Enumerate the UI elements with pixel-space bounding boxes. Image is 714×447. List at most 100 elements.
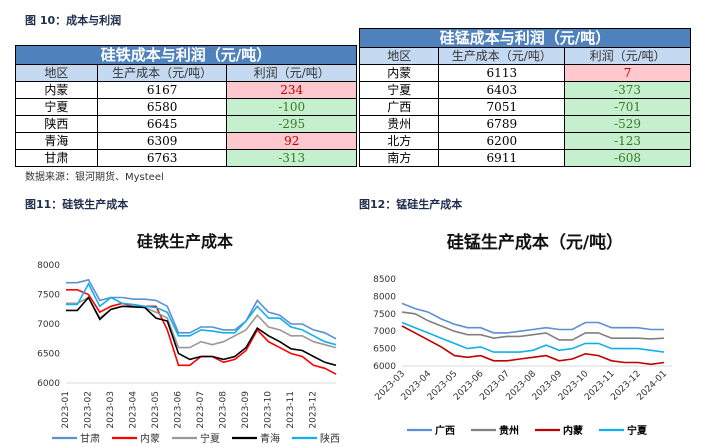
table-row: 宁夏 6580 -100 [15, 98, 357, 116]
chart-title: 硅铁生产成本 [136, 232, 233, 251]
series-line-贵州 [401, 311, 665, 341]
region-cell: 宁夏 [15, 98, 98, 116]
figure-12-title: 图12：锰硅生产成本 [359, 198, 463, 211]
x-tick-label: 2023-02 [84, 391, 94, 429]
legend-label: 宁夏 [627, 424, 648, 437]
table-row: 陕西 6645 -295 [15, 115, 357, 133]
profit-cell: -529 [564, 115, 691, 133]
cost-cell: 6789 [438, 115, 566, 133]
figure-10-title: 图 10：成本与利润 [25, 14, 122, 27]
y-tick-label: 6500 [37, 350, 60, 360]
x-tick-label: 2023-07 [196, 391, 206, 429]
profit-cell: -701 [564, 98, 691, 116]
x-tick-label: 2023-11 [286, 391, 296, 429]
table-row: 北方 6200 -123 [358, 132, 691, 150]
x-tick-label: 2023-05 [151, 391, 161, 429]
legend-label: 陕西 [320, 432, 340, 445]
legend-label: 青海 [260, 432, 280, 445]
profit-cell: -123 [564, 132, 691, 150]
x-tick-label: 2023-12 [309, 391, 319, 429]
y-tick-label: 6500 [373, 345, 396, 355]
y-tick-label: 8000 [37, 261, 60, 271]
y-tick-label: 7000 [373, 327, 396, 337]
x-tick-label: 2023-08 [219, 391, 229, 429]
profit-cell: -100 [226, 98, 357, 116]
region-cell: 内蒙 [358, 64, 440, 82]
series-line-广西 [401, 302, 664, 334]
legend-label: 贵州 [499, 424, 519, 437]
profit-cell: -373 [564, 81, 691, 99]
data-source: 数据来源：银河期货、Mysteel [25, 172, 164, 183]
table-row: 内蒙 6113 7 [358, 64, 691, 82]
region-cell: 宁夏 [358, 81, 440, 99]
series-line-青海 [66, 296, 337, 367]
series-line-内蒙 [66, 288, 337, 375]
series-line-内蒙 [401, 325, 665, 366]
ferrosilicon-cost-profit-table: 硅铁成本与利润（元/吨） 地区 生产成本（元/吨） 利润（元/吨） 内蒙 6167 234… [15, 45, 357, 167]
profit-cell: -608 [564, 149, 691, 167]
region-cell: 广西 [358, 98, 440, 116]
silicomanganese-cost-profit-table: 硅锰成本与利润（元/吨） 地区 生产成本（元/吨） 利润（元/吨） 内蒙 6113 7 宁夏… [358, 28, 691, 167]
silicomanganese-cost-chart: 6000650070007500800085002023-032023-0420… [373, 275, 672, 437]
table-row: 广西 7051 -701 [358, 98, 691, 116]
profit-cell: 7 [564, 64, 691, 82]
cost-cell: 6403 [438, 81, 566, 99]
cost-cell: 7051 [438, 98, 566, 116]
legend-label: 广西 [435, 424, 455, 437]
y-tick-label: 6000 [373, 362, 396, 372]
table-title: 硅锰成本与利润（元/吨） [359, 28, 691, 48]
x-tick-label: 2023-06 [174, 391, 184, 429]
region-cell: 内蒙 [15, 81, 98, 99]
x-tick-label: 2023-09 [241, 391, 251, 429]
table-row: 南方 6911 -608 [358, 149, 691, 167]
y-tick-label: 8500 [373, 275, 396, 285]
profit-cell: 234 [226, 81, 357, 99]
region-cell: 青海 [15, 132, 98, 150]
cost-cell: 6167 [96, 81, 228, 99]
profit-cell: -295 [226, 115, 357, 133]
region-cell: 甘肃 [15, 149, 98, 167]
series-line-宁夏 [401, 321, 665, 353]
column-header: 地区 [358, 47, 440, 65]
profit-cell: 92 [226, 132, 357, 150]
y-tick-label: 7500 [37, 291, 60, 301]
column-header: 生产成本（元/吨） [96, 64, 228, 82]
region-cell: 北方 [358, 132, 440, 150]
table-header-row: 地区 生产成本（元/吨） 利润（元/吨） [15, 64, 357, 82]
x-tick-label: 2023-04 [129, 391, 139, 429]
table-row: 甘肃 6763 -313 [15, 149, 357, 167]
chart-title: 硅锰生产成本（元/吨） [446, 233, 624, 253]
legend-label: 甘肃 [80, 432, 100, 445]
series-line-宁夏 [66, 296, 337, 349]
table-title: 硅铁成本与利润（元/吨） [15, 45, 357, 65]
x-tick-label: 2023-10 [264, 391, 274, 429]
legend-label: 内蒙 [563, 424, 583, 437]
table-row: 宁夏 6403 -373 [358, 81, 691, 99]
series-line-陕西 [66, 282, 337, 346]
table-header-row: 地区 生产成本（元/吨） 利润（元/吨） [358, 47, 691, 65]
cost-cell: 6580 [96, 98, 228, 116]
column-header: 地区 [15, 64, 98, 82]
region-cell: 南方 [358, 149, 440, 167]
column-header: 利润（元/吨） [564, 47, 691, 65]
x-tick-label: 2023-01 [61, 391, 71, 429]
table-row: 贵州 6789 -529 [358, 115, 691, 133]
ferrosilicon-cost-chart: 6000 6500 7000 7500 8000 2023-01 2023-02 2023-0… [37, 261, 340, 445]
column-header: 生产成本（元/吨） [438, 47, 566, 65]
legend-label: 内蒙 [140, 432, 160, 445]
table-row: 内蒙 6167 234 [15, 81, 357, 99]
cost-cell: 6763 [96, 149, 228, 167]
y-tick-label: 7000 [37, 320, 60, 330]
cost-cell: 6200 [438, 132, 566, 150]
region-cell: 陕西 [15, 115, 98, 133]
x-tick-label: 2023-03 [106, 391, 116, 429]
cost-cell: 6113 [438, 64, 566, 82]
column-header: 利润（元/吨） [226, 64, 357, 82]
legend-label: 宁夏 [200, 432, 220, 445]
y-tick-label: 6000 [37, 379, 60, 389]
profit-cell: -313 [226, 149, 357, 167]
region-cell: 贵州 [358, 115, 440, 133]
y-tick-label: 8000 [373, 292, 396, 302]
cost-cell: 6911 [438, 149, 566, 167]
table-row: 青海 6309 92 [15, 132, 357, 150]
